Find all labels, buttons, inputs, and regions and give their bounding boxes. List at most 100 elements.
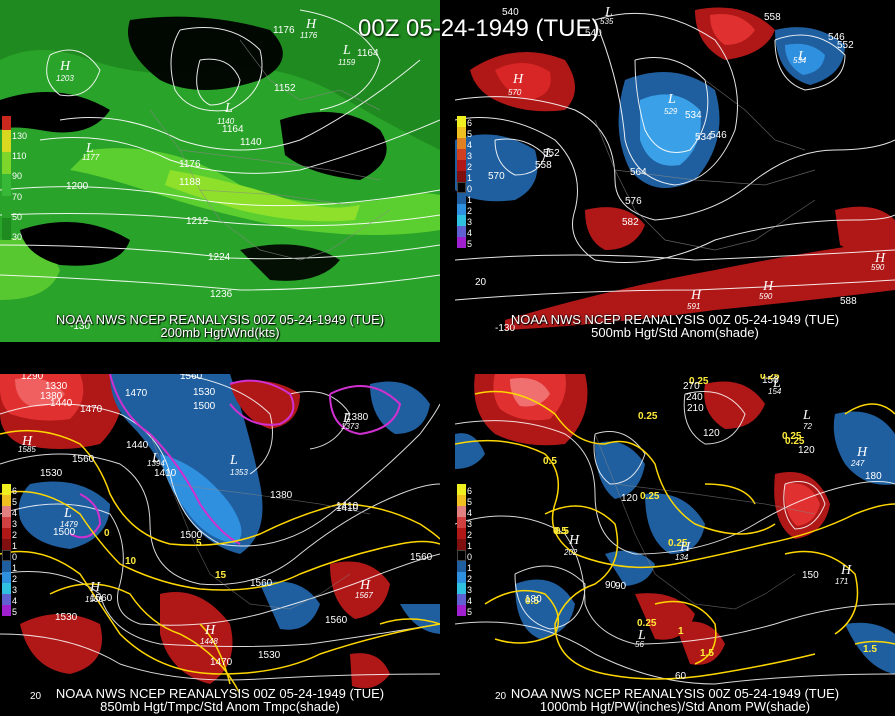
high-center-label: H <box>89 580 101 595</box>
high-center-value: 202 <box>563 548 578 557</box>
high-center-label: H <box>762 279 774 294</box>
contour-label: 1380 <box>346 412 369 423</box>
colorbar-label: 5 <box>467 607 473 617</box>
contour-label: 1560 <box>325 615 348 626</box>
high-center-value: 1585 <box>18 445 36 454</box>
contour-label: 1500 <box>193 401 216 412</box>
pw-label: 0.5 <box>553 526 567 537</box>
high-center-value: 247 <box>850 459 865 468</box>
pw-label: 0.25 <box>637 618 657 629</box>
low-center-label: L <box>772 376 781 391</box>
low-center-label: L <box>797 49 806 64</box>
high-center-label: H <box>59 59 71 74</box>
contour-label: 1212 <box>186 216 209 227</box>
contour-label: 1380 <box>40 391 63 402</box>
low-center-label: L <box>802 408 811 423</box>
colorbar-label: 5 <box>467 129 473 139</box>
high-center-label: H <box>305 17 317 32</box>
contour-label: 1530 <box>193 387 216 398</box>
colorbar-label: 4 <box>467 508 473 518</box>
high-center-label: H <box>874 251 886 266</box>
low-center-label: L <box>544 146 553 161</box>
low-center-label: L <box>224 101 233 116</box>
map-1000mb: 0.25 270 240 210 120 150 120 90 0.25 0.5… <box>455 374 895 716</box>
contour-label: 552 <box>543 148 560 159</box>
low-center-value: 535 <box>600 17 614 26</box>
low-center-value: 1140 <box>217 117 235 126</box>
high-center-label: H <box>21 434 33 449</box>
contour-label: 1410 <box>336 503 359 514</box>
contour-label: 540 <box>585 28 602 39</box>
high-center-label: H <box>568 533 580 548</box>
main-title: 00Z 05-24-1949 (TUE) <box>358 15 600 42</box>
contour-label: 558 <box>764 12 781 23</box>
contour-label: 180 <box>525 594 542 605</box>
high-center-value: 1566 <box>85 595 103 604</box>
pw-label: 0.25 <box>760 374 780 382</box>
high-center-value: 590 <box>759 292 773 301</box>
high-center-value: 570 <box>508 88 522 97</box>
contour-label: 1560 <box>90 593 113 604</box>
contour-label: 570 <box>488 171 505 182</box>
axis-label: 20 <box>495 691 507 702</box>
contour-label: 1500 <box>53 527 76 538</box>
contour-label: 90 <box>615 581 627 592</box>
contour-label: 534 <box>685 110 702 121</box>
colorbar-label: 0 <box>467 184 473 194</box>
contour-label: 540 <box>502 7 519 18</box>
contour-label: 180 <box>865 471 882 482</box>
high-center-label: H <box>856 445 868 460</box>
contour-label: 240 <box>686 392 703 403</box>
map-200mb: 1176 1152 1140 1176 1188 1200 1212 1224 … <box>0 0 440 342</box>
high-center-label: H <box>840 563 852 578</box>
colorbar-label: 6 <box>467 118 473 128</box>
contour-label: 546 <box>828 32 845 43</box>
pw-label: 0.25 <box>638 411 658 422</box>
colorbar-label: 2 <box>467 162 473 172</box>
colorbar-label: 50 <box>12 212 23 222</box>
colorbar-label: 4 <box>12 508 18 518</box>
contour-label: 270 <box>683 381 700 392</box>
isotherm-label: 10 <box>125 556 137 567</box>
high-center-value: 1567 <box>355 591 373 600</box>
panel-caption-source: NOAA NWS NCEP REANALYSIS 00Z 05-24-1949 … <box>55 312 385 327</box>
high-center-value: 134 <box>675 553 689 562</box>
pw-label: 0.5 <box>543 456 557 467</box>
contour-label: 1140 <box>240 137 262 148</box>
pw-label: 0.5 <box>555 526 569 537</box>
contour-label: 534 <box>695 132 712 143</box>
pw-label: 0.25 <box>782 431 802 442</box>
isotherm-label: 0 <box>104 528 110 539</box>
pw-label: 1.5 <box>700 648 714 659</box>
colorbar-label: 0 <box>467 552 473 562</box>
colorbar-label: 4 <box>467 596 473 606</box>
contour-label: 1500 <box>180 530 203 541</box>
low-center-value: 56 <box>635 640 644 649</box>
panel-500mb-height: 540 540 558 546 552 534 546 570 552 558 … <box>455 0 895 342</box>
low-center-label: L <box>229 453 238 468</box>
contour-label: 120 <box>621 493 638 504</box>
high-center-label: H <box>204 623 216 638</box>
panel-caption-variable: 1000mb Hgt/PW(inches)/Std Anom PW(shade) <box>539 699 811 714</box>
contour-label: 90 <box>605 580 617 591</box>
contour-label: 120 <box>798 445 815 456</box>
isotherm-label: 15 <box>215 570 227 581</box>
high-center-value: 591 <box>687 302 700 311</box>
high-center-value: 1176 <box>300 31 318 40</box>
pw-label: 1.5 <box>863 644 877 655</box>
contour-label: 1560 <box>250 578 273 589</box>
contour-label: 1560 <box>72 454 95 465</box>
contour-label: 1530 <box>55 612 78 623</box>
colorbar-label: 3 <box>467 151 473 161</box>
axis-label: 20 <box>30 691 42 702</box>
high-center-value: 171 <box>835 577 848 586</box>
low-center-label: L <box>85 141 94 156</box>
contour-label: 1236 <box>210 289 233 300</box>
contour-label: 1290 <box>21 374 44 382</box>
colorbar-label: 2 <box>12 574 18 584</box>
low-center-label: L <box>63 506 72 521</box>
low-center-label: L <box>151 451 160 466</box>
contour-label: 1224 <box>208 252 231 263</box>
contour-label: 60 <box>675 671 687 682</box>
pw-label: 0.25 <box>785 436 805 447</box>
